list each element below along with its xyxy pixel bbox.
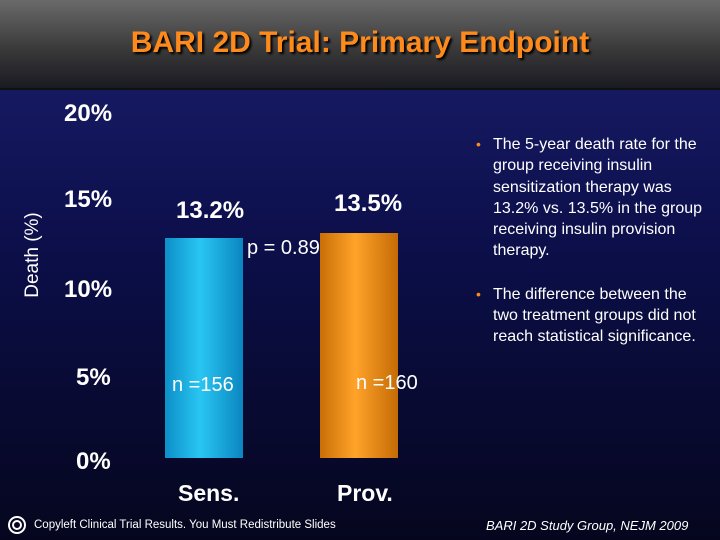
- slide-title: BARI 2D Trial: Primary Endpoint: [130, 26, 590, 59]
- x-category-sens: Sens.: [178, 480, 240, 506]
- y-tick-label: 10%: [64, 276, 113, 303]
- bullet-item: • The 5-year death rate for the group re…: [476, 134, 704, 262]
- bullet-text: The difference between the two treatment…: [493, 285, 696, 346]
- bullet-dot-icon: •: [476, 136, 481, 152]
- bullet-dot-icon: •: [476, 285, 481, 302]
- footer-copyleft: Copyleft Clinical Trial Results. You Mus…: [8, 516, 336, 534]
- bullet-item: • The difference between the two treatme…: [476, 284, 704, 348]
- data-label-prov: 13.5%: [334, 190, 403, 217]
- footer-citation: BARI 2D Study Group, NEJM 2009: [486, 518, 689, 533]
- title-band: [0, 0, 720, 90]
- x-category-prov: Prov.: [337, 480, 393, 506]
- bullet-text: The 5-year death rate for the group rece…: [493, 136, 703, 260]
- y-tick-label: 0%: [76, 448, 111, 475]
- n-label-prov: n =160: [356, 372, 418, 394]
- y-tick-label: 5%: [76, 364, 111, 391]
- p-value-label: p = 0.89: [247, 237, 320, 259]
- n-label-sens: n =156: [172, 374, 234, 396]
- footer-left-text: Copyleft Clinical Trial Results. You Mus…: [34, 519, 336, 531]
- bar-sens: [165, 237, 243, 458]
- bar-prov: [320, 232, 398, 458]
- data-label-sens: 13.2%: [176, 197, 245, 224]
- y-axis-label: Death (%): [22, 212, 43, 298]
- bullet-list: • The 5-year death rate for the group re…: [476, 134, 704, 370]
- y-tick-label: 15%: [64, 186, 113, 213]
- copyleft-icon: [8, 516, 26, 534]
- y-tick-label: 20%: [64, 100, 113, 127]
